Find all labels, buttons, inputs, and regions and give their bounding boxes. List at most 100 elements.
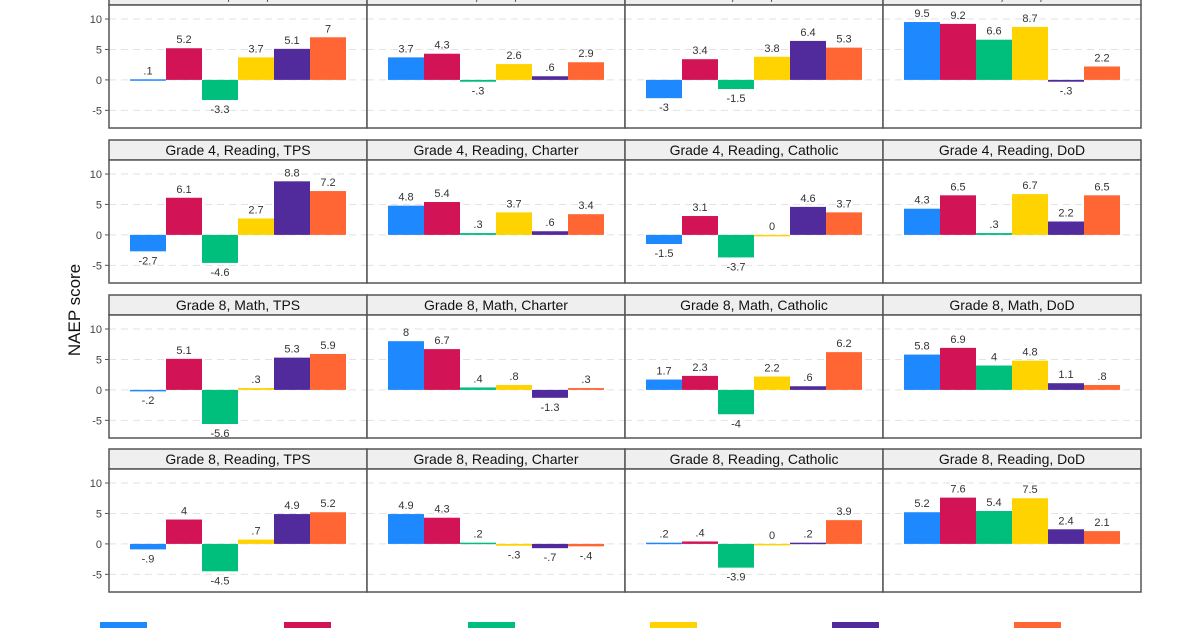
data-label: -4.5 bbox=[211, 575, 230, 587]
data-label: 2.7 bbox=[248, 204, 263, 216]
data-label: 4 bbox=[991, 352, 997, 364]
data-label: 5.3 bbox=[284, 344, 299, 356]
bar bbox=[1012, 360, 1048, 390]
data-label: 3.7 bbox=[248, 43, 263, 55]
data-label: 2.2 bbox=[1094, 53, 1109, 65]
data-label: 4.8 bbox=[398, 192, 413, 204]
bar bbox=[790, 206, 826, 235]
bar bbox=[424, 202, 460, 235]
bar bbox=[388, 514, 424, 544]
data-label: 7.6 bbox=[950, 484, 965, 496]
bar bbox=[1048, 383, 1084, 390]
data-label: 4.8 bbox=[1022, 347, 1037, 359]
data-label: 7 bbox=[325, 23, 331, 35]
panel-border bbox=[882, 314, 1142, 439]
data-label: .6 bbox=[545, 217, 554, 229]
data-label: -.4 bbox=[580, 550, 593, 562]
facet-panel: Grade 4, Reading, TPS -5 0 5 10 -2.7 6.1 -4.6 2.… bbox=[90, 139, 368, 284]
bar bbox=[388, 205, 424, 235]
facet-title: Grade 8, Reading, TPS bbox=[165, 451, 310, 467]
bar bbox=[646, 542, 682, 545]
legend-key bbox=[100, 622, 147, 628]
bar bbox=[166, 48, 202, 80]
bar bbox=[310, 191, 346, 235]
bar bbox=[424, 349, 460, 390]
data-label: .1 bbox=[143, 65, 152, 77]
data-label: -3.3 bbox=[211, 104, 230, 116]
facet-panel: Grade 4, Math, DoD 9.5 9.2 6.6 8.7 -.3 2.2 bbox=[882, 0, 1142, 129]
bar bbox=[718, 543, 754, 568]
data-label: 3.7 bbox=[398, 43, 413, 55]
facet-title: Grade 4, Math, DoD bbox=[949, 0, 1074, 3]
bar bbox=[274, 514, 310, 544]
facet-title: Grade 4, Reading, Charter bbox=[414, 142, 579, 158]
bar bbox=[202, 234, 238, 263]
bar bbox=[754, 376, 790, 390]
bar bbox=[1012, 194, 1048, 235]
data-label: 7.5 bbox=[1022, 484, 1037, 496]
y-tick-label: 5 bbox=[96, 199, 102, 211]
bar bbox=[532, 76, 568, 80]
data-label: 5.2 bbox=[914, 498, 929, 510]
y-tick-label: -5 bbox=[92, 260, 102, 272]
data-label: 3.4 bbox=[692, 45, 707, 57]
facet-panel: Grade 4, Math, Charter 3.7 4.3 -.3 2.6 .6 2.9 bbox=[366, 0, 626, 129]
data-label: 5.4 bbox=[986, 497, 1001, 509]
data-label: -.2 bbox=[142, 395, 155, 407]
bar bbox=[1084, 195, 1120, 235]
data-label: 8.8 bbox=[284, 167, 299, 179]
bar bbox=[424, 517, 460, 544]
data-label: 9.2 bbox=[950, 10, 965, 22]
facet-title: Grade 8, Math, TPS bbox=[176, 297, 300, 313]
bar bbox=[718, 234, 754, 258]
bar bbox=[754, 234, 790, 237]
data-label: 2.2 bbox=[1058, 208, 1073, 220]
bar bbox=[274, 357, 310, 390]
data-label: 5.2 bbox=[320, 498, 335, 510]
data-label: 0 bbox=[769, 530, 775, 542]
y-axis-label: NAEP score bbox=[65, 263, 84, 357]
facet-panel: Grade 8, Reading, TPS -5 0 5 10 -.9 4 -4.5 .7 4.9… bbox=[90, 448, 368, 593]
data-label: .4 bbox=[473, 373, 482, 385]
bar bbox=[130, 234, 166, 252]
bar bbox=[682, 216, 718, 235]
panel-border bbox=[882, 159, 1142, 284]
legend-key bbox=[468, 622, 515, 628]
bar bbox=[202, 543, 238, 572]
bar bbox=[646, 234, 682, 245]
bar bbox=[976, 511, 1012, 544]
data-label: 6.7 bbox=[1022, 180, 1037, 192]
legend-key bbox=[284, 622, 331, 628]
data-label: 4.9 bbox=[398, 500, 413, 512]
data-label: -.3 bbox=[472, 86, 485, 98]
bar bbox=[460, 542, 496, 545]
facet-panel: Grade 4, Reading, DoD 4.3 6.5 .3 6.7 2.2 6.5 bbox=[882, 139, 1142, 284]
bar bbox=[1012, 26, 1048, 80]
bar bbox=[568, 214, 604, 235]
bar bbox=[682, 375, 718, 390]
bar bbox=[238, 57, 274, 80]
bar bbox=[532, 231, 568, 235]
panel-border bbox=[882, 468, 1142, 593]
bar bbox=[496, 212, 532, 235]
facet-title: Grade 8, Reading, Catholic bbox=[670, 451, 839, 467]
facet-panel: Grade 4, Math, Catholic -3 3.4 -1.5 3.8 6.4 5.… bbox=[624, 0, 884, 129]
data-label: -1.5 bbox=[655, 248, 674, 260]
data-label: 2.9 bbox=[578, 48, 593, 60]
bar bbox=[202, 79, 238, 100]
bar bbox=[790, 386, 826, 390]
facet-title: Grade 8, Reading, DoD bbox=[939, 451, 1085, 467]
y-tick-label: -5 bbox=[92, 105, 102, 117]
y-tick-label: 5 bbox=[96, 354, 102, 366]
y-tick-label: 10 bbox=[90, 14, 102, 26]
bar bbox=[976, 233, 1012, 235]
bar bbox=[532, 543, 568, 549]
facet-panel: Grade 8, Reading, Charter 4.9 4.3 .2 -.3 -.7 -… bbox=[366, 448, 626, 593]
data-label: 4.3 bbox=[434, 504, 449, 516]
data-label: -5.6 bbox=[211, 428, 230, 440]
bar bbox=[166, 197, 202, 235]
bar bbox=[202, 389, 238, 424]
data-label: -4.6 bbox=[211, 267, 230, 279]
facet-panel: Grade 8, Reading, DoD 5.2 7.6 5.4 7.5 2.4 2.1 bbox=[882, 448, 1142, 593]
data-label: 2.1 bbox=[1094, 517, 1109, 529]
